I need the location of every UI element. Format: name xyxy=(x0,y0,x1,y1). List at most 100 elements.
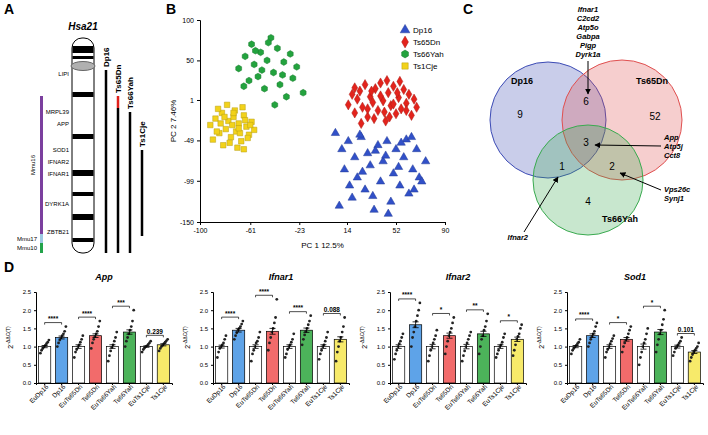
point xyxy=(250,360,253,363)
chromosome xyxy=(72,38,94,253)
point xyxy=(690,356,693,359)
axis-line xyxy=(197,21,201,223)
significance-label: **** xyxy=(225,310,236,317)
tick: Ts1Cje xyxy=(149,383,169,403)
model-region xyxy=(117,96,120,108)
point xyxy=(275,298,278,301)
point xyxy=(605,351,608,354)
point xyxy=(394,352,397,355)
error-bar xyxy=(160,344,166,346)
point xyxy=(335,360,338,363)
point xyxy=(274,316,277,319)
point xyxy=(360,102,366,112)
tick: EuTs65Dn xyxy=(57,383,83,409)
point xyxy=(370,97,376,107)
point xyxy=(287,51,293,58)
error-bar xyxy=(337,337,343,342)
tick-label: 52 xyxy=(393,227,401,234)
gene-label: Ifnar1 xyxy=(578,5,598,14)
point xyxy=(223,338,226,341)
error-bar xyxy=(691,351,697,354)
point xyxy=(215,106,220,111)
error-bar xyxy=(109,345,115,349)
marks xyxy=(393,302,524,383)
point xyxy=(361,185,369,192)
tick-label: 1.0 xyxy=(200,344,209,350)
significance-label: **** xyxy=(48,315,59,322)
significance-bracket xyxy=(677,334,694,336)
point xyxy=(220,143,225,148)
tick-label: 2.0 xyxy=(23,308,32,314)
mouse-chromosome-label: Mmu16 xyxy=(30,154,36,175)
point xyxy=(363,149,371,156)
tick: -61 xyxy=(246,222,256,234)
point xyxy=(462,354,465,357)
point xyxy=(141,351,144,354)
point xyxy=(241,320,244,323)
error-bar xyxy=(253,345,259,349)
point xyxy=(451,322,454,325)
error-bar xyxy=(497,345,503,349)
tick: 1.5 xyxy=(377,326,390,332)
point xyxy=(503,332,506,335)
tick-mark xyxy=(197,140,200,141)
bar-chart: Ifnar10.00.51.01.52.02.5EuDp16Dp16EuTs65… xyxy=(182,272,350,411)
error-bar xyxy=(607,345,613,349)
point xyxy=(223,126,228,131)
tick-label: 2.5 xyxy=(554,289,563,295)
point xyxy=(366,161,374,168)
significance-label: * xyxy=(508,313,511,320)
point xyxy=(251,352,254,355)
points xyxy=(208,34,430,216)
point xyxy=(411,336,414,339)
point xyxy=(241,147,246,152)
significance-bracket xyxy=(222,317,239,319)
point xyxy=(520,323,523,326)
point xyxy=(672,354,675,357)
point xyxy=(307,323,310,326)
tick-mark xyxy=(34,328,36,329)
tick: 1.0 xyxy=(23,344,36,350)
chromosome-band xyxy=(73,92,94,97)
point xyxy=(376,177,384,184)
significance-bracket xyxy=(433,313,450,315)
point xyxy=(594,325,597,328)
point xyxy=(627,332,630,335)
gene-label: Atp5j xyxy=(663,142,684,151)
tick-label: EuDp16 xyxy=(205,383,228,406)
bar xyxy=(494,347,506,383)
axis: EuDp16Dp16EuTs65DnTs65DnEuTs66YahTs66Yah… xyxy=(205,383,350,411)
tick: 1.5 xyxy=(554,326,567,332)
point xyxy=(80,338,83,341)
bar xyxy=(283,347,295,383)
tick: EuDp16 xyxy=(205,383,228,406)
significance-label: **** xyxy=(402,291,413,298)
tick-mark xyxy=(388,310,390,311)
tick-label: 0.5 xyxy=(200,362,209,368)
model-region xyxy=(129,112,132,253)
point xyxy=(246,77,252,84)
error-bar xyxy=(269,328,275,334)
point xyxy=(234,334,237,337)
point xyxy=(331,128,339,135)
point xyxy=(309,314,312,317)
mouse-chromosome-label: Mmu10 xyxy=(17,245,38,251)
point xyxy=(387,112,393,122)
point xyxy=(224,102,229,107)
point xyxy=(213,116,218,121)
error-bar xyxy=(320,345,326,349)
tick-label: 1.5 xyxy=(23,326,32,332)
tick: EuTs66Yah xyxy=(266,383,294,411)
tick: 52 xyxy=(393,222,401,234)
error-bar xyxy=(286,345,292,349)
significance-bracket xyxy=(112,306,129,308)
point xyxy=(241,83,247,90)
bar xyxy=(317,347,329,383)
tick-mark xyxy=(565,292,567,293)
tick-mark xyxy=(211,365,213,366)
point xyxy=(340,165,348,172)
tick-mark xyxy=(347,222,348,225)
panel-c: Dp16Ts65DnTs66Yah96Ifnar1C2cd2Atp5oGabpa… xyxy=(490,5,691,242)
tick: -100 xyxy=(193,222,207,234)
point xyxy=(418,302,421,305)
